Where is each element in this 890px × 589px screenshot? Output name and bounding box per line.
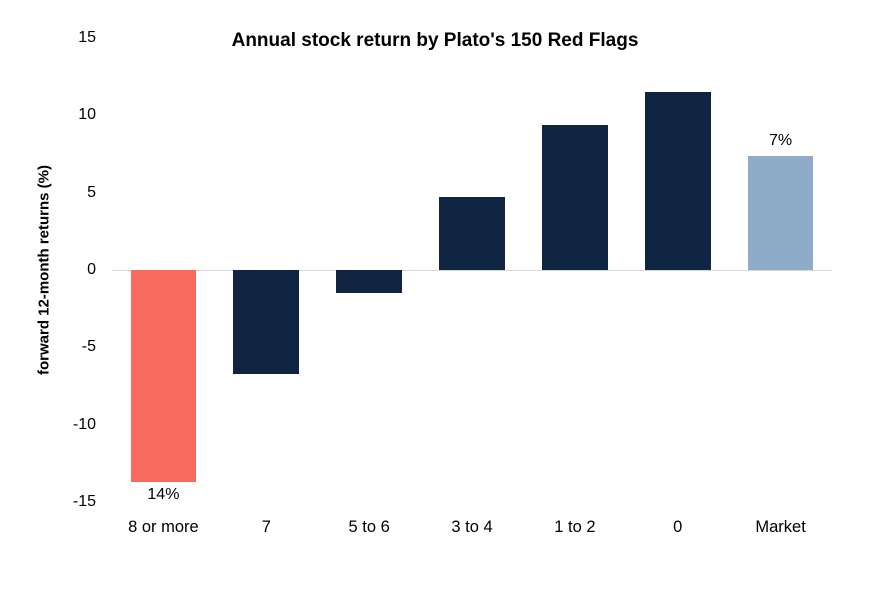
y-axis-ticks: 15 10 5 0 -5 -10 -15 xyxy=(0,29,96,510)
bar-slot xyxy=(626,38,729,502)
y-tick-label: 0 xyxy=(87,261,96,278)
bar xyxy=(541,124,608,270)
bar-annotation: 14% xyxy=(147,485,180,503)
y-tick-label: 15 xyxy=(78,29,96,46)
bar-slot xyxy=(421,38,524,502)
bar-annotation: 7% xyxy=(769,131,793,149)
x-tick-label: 8 or more xyxy=(128,518,199,536)
bar-slot: 7% xyxy=(729,38,832,502)
y-tick-label: -15 xyxy=(72,493,96,510)
x-tick-label: 3 to 4 xyxy=(451,518,493,536)
x-tick-label: 7 xyxy=(261,518,271,536)
bar xyxy=(439,197,505,270)
bar-slot xyxy=(318,38,421,502)
y-tick-label: -10 xyxy=(72,415,96,433)
bar-slot: 14% xyxy=(112,38,215,503)
y-tick-label: -5 xyxy=(81,338,96,356)
bar xyxy=(336,270,403,294)
bar xyxy=(233,270,300,374)
x-tick-label: 0 xyxy=(673,518,683,536)
y-tick-label: 10 xyxy=(78,106,96,124)
chart-title: Annual stock return by Plato's 150 Red F… xyxy=(231,30,639,51)
bar-slot xyxy=(215,38,318,502)
bar-slot xyxy=(523,38,626,502)
bar xyxy=(747,155,814,270)
x-tick-label: 5 to 6 xyxy=(348,518,390,536)
x-axis-ticks: 8 or more 7 5 to 6 3 to 4 1 to 2 0 Market xyxy=(112,518,832,537)
x-tick-label: 1 to 2 xyxy=(554,518,596,536)
bar xyxy=(644,92,711,270)
bar xyxy=(130,270,197,482)
x-tick-label: Market xyxy=(755,518,806,536)
y-tick-label: 5 xyxy=(87,183,96,201)
plot-area: 14% 7% xyxy=(112,38,832,503)
zero-line xyxy=(112,270,832,271)
